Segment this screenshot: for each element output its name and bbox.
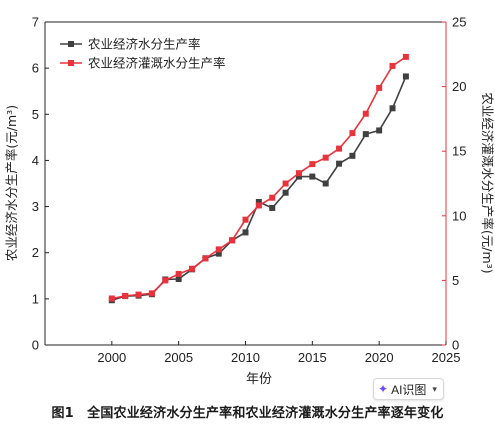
left-tick-label: 6: [32, 61, 39, 76]
series-2-point: [229, 237, 236, 244]
series-2-point: [242, 216, 249, 223]
series-2-point: [108, 295, 115, 302]
series-2-point: [255, 202, 262, 209]
legend-marker-1: [68, 41, 74, 47]
x-tick-label: 2020: [365, 350, 394, 365]
left-axis-ticks: 0 1 2 3 4 5 6 7: [32, 15, 49, 353]
right-tick-label: 0: [452, 338, 459, 353]
series-2-point: [162, 277, 169, 284]
series-1-point: [309, 173, 316, 180]
right-tick-label: 10: [452, 208, 466, 223]
ai-recognize-label: AI识图: [391, 382, 427, 397]
legend-label-2: 农业经济灌溉水分生产率: [88, 56, 226, 71]
right-tick-label: 25: [452, 15, 466, 30]
series-1-point: [282, 189, 289, 196]
series-2-point: [189, 265, 196, 272]
sparkle-icon: ✦: [378, 382, 389, 396]
right-tick-label: 15: [452, 144, 466, 159]
x-tick-label: 2015: [298, 350, 327, 365]
right-tick-label: 5: [452, 273, 459, 288]
series-2-point: [135, 291, 142, 298]
legend-marker-2: [68, 60, 74, 66]
series-2-point: [282, 180, 289, 187]
series-2-point: [376, 84, 383, 91]
series-2-point: [309, 161, 316, 168]
series-2-point: [336, 145, 343, 152]
series-1-point: [376, 127, 383, 134]
x-axis-label: 年份: [246, 372, 272, 387]
series-line-1: [111, 76, 407, 302]
series-1-point: [349, 152, 356, 159]
series-1-point: [389, 105, 396, 112]
right-axis-ticks: 0 5 10 15 20 25: [442, 15, 466, 353]
right-axis-label: 农业经济灌溉水分生产率(元/m³): [480, 92, 495, 273]
left-tick-label: 4: [32, 153, 39, 168]
series-1-point: [295, 173, 302, 180]
right-tick-label: 20: [452, 79, 466, 94]
series-2-point: [269, 194, 276, 201]
series-2-point: [202, 255, 209, 262]
left-tick-label: 1: [32, 291, 39, 306]
series-1-point: [402, 73, 409, 80]
left-tick-label: 3: [32, 199, 39, 214]
left-tick-label: 0: [32, 338, 39, 353]
chevron-down-icon[interactable]: ▾: [432, 383, 437, 394]
series-1-point: [215, 250, 222, 257]
series-2-point: [175, 270, 182, 277]
series-layer: [108, 53, 409, 304]
series-2-point: [215, 246, 222, 253]
left-tick-label: 5: [32, 107, 39, 122]
series-1-point: [269, 204, 276, 211]
series-2-point: [295, 170, 302, 177]
legend: 农业经济水分生产率 农业经济灌溉水分生产率: [60, 37, 226, 71]
series-2-point: [349, 130, 356, 137]
x-axis-ticks: 2000 2005 2010 2015 2020 2025: [97, 341, 460, 365]
x-tick-label: 2025: [432, 350, 461, 365]
x-tick-label: 2005: [164, 350, 193, 365]
series-1-point: [336, 160, 343, 167]
series-line-2: [111, 56, 407, 300]
series-2-point: [148, 290, 155, 297]
figure-caption: 图1 全国农业经济水分生产率和农业经济灌溉水分生产率逐年变化: [51, 406, 444, 421]
series-2-point: [402, 53, 409, 60]
left-tick-label: 2: [32, 245, 39, 260]
series-1-point: [362, 131, 369, 138]
series-1-point: [242, 229, 249, 236]
left-tick-label: 7: [32, 15, 39, 30]
left-axis-label: 农业经济水分生产率(元/m³): [4, 105, 19, 261]
ai-recognize-button[interactable]: ✦ AI识图 ▾: [373, 378, 444, 400]
series-2-point: [122, 292, 129, 299]
series-2-point: [322, 154, 329, 161]
series-2-point: [362, 110, 369, 117]
x-tick-label: 2010: [231, 350, 260, 365]
series-2-point: [389, 62, 396, 69]
series-1-point: [255, 198, 262, 205]
series-1-point: [322, 180, 329, 187]
legend-label-1: 农业经济水分生产率: [88, 37, 201, 52]
series-1-point: [175, 276, 182, 283]
x-tick-label: 2000: [97, 350, 126, 365]
